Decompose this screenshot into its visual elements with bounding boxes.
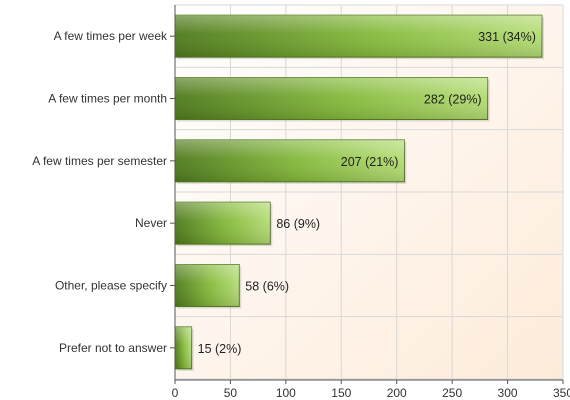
category-label: A few times per semester xyxy=(32,154,167,168)
x-tick-label: 350 xyxy=(553,386,570,400)
bar-shine xyxy=(175,77,488,120)
data-label: 282 (29%) xyxy=(424,93,482,107)
x-tick-label: 50 xyxy=(224,386,238,400)
x-tick-label: 100 xyxy=(276,386,296,400)
axes xyxy=(170,5,564,384)
x-tick-label: 0 xyxy=(172,386,179,400)
data-label: 15 (2%) xyxy=(198,342,242,356)
labels: 0 50 100 150 200 250 300 350 A few times per wee… xyxy=(32,29,570,400)
category-label: A few times per month xyxy=(48,92,167,106)
bar-shine xyxy=(175,139,405,182)
data-label: 331 (34%) xyxy=(478,30,536,44)
category-label: Other, please specify xyxy=(55,279,167,293)
bar-shine xyxy=(175,202,271,245)
x-tick-label: 300 xyxy=(498,386,518,400)
x-tick-label: 250 xyxy=(442,386,462,400)
bar-shine xyxy=(175,264,240,307)
bar-shine xyxy=(175,326,192,369)
gridlines xyxy=(175,4,564,380)
data-label: 86 (9%) xyxy=(276,217,320,231)
category-label: Prefer not to answer xyxy=(59,341,167,355)
bar-shine xyxy=(175,15,542,58)
x-tick-label: 150 xyxy=(331,386,351,400)
category-label: Never xyxy=(135,216,167,230)
bars xyxy=(174,14,544,371)
data-label: 207 (21%) xyxy=(341,155,399,169)
category-label: A few times per week xyxy=(54,29,168,43)
data-label: 58 (6%) xyxy=(245,280,289,294)
x-tick-label: 200 xyxy=(387,386,407,400)
